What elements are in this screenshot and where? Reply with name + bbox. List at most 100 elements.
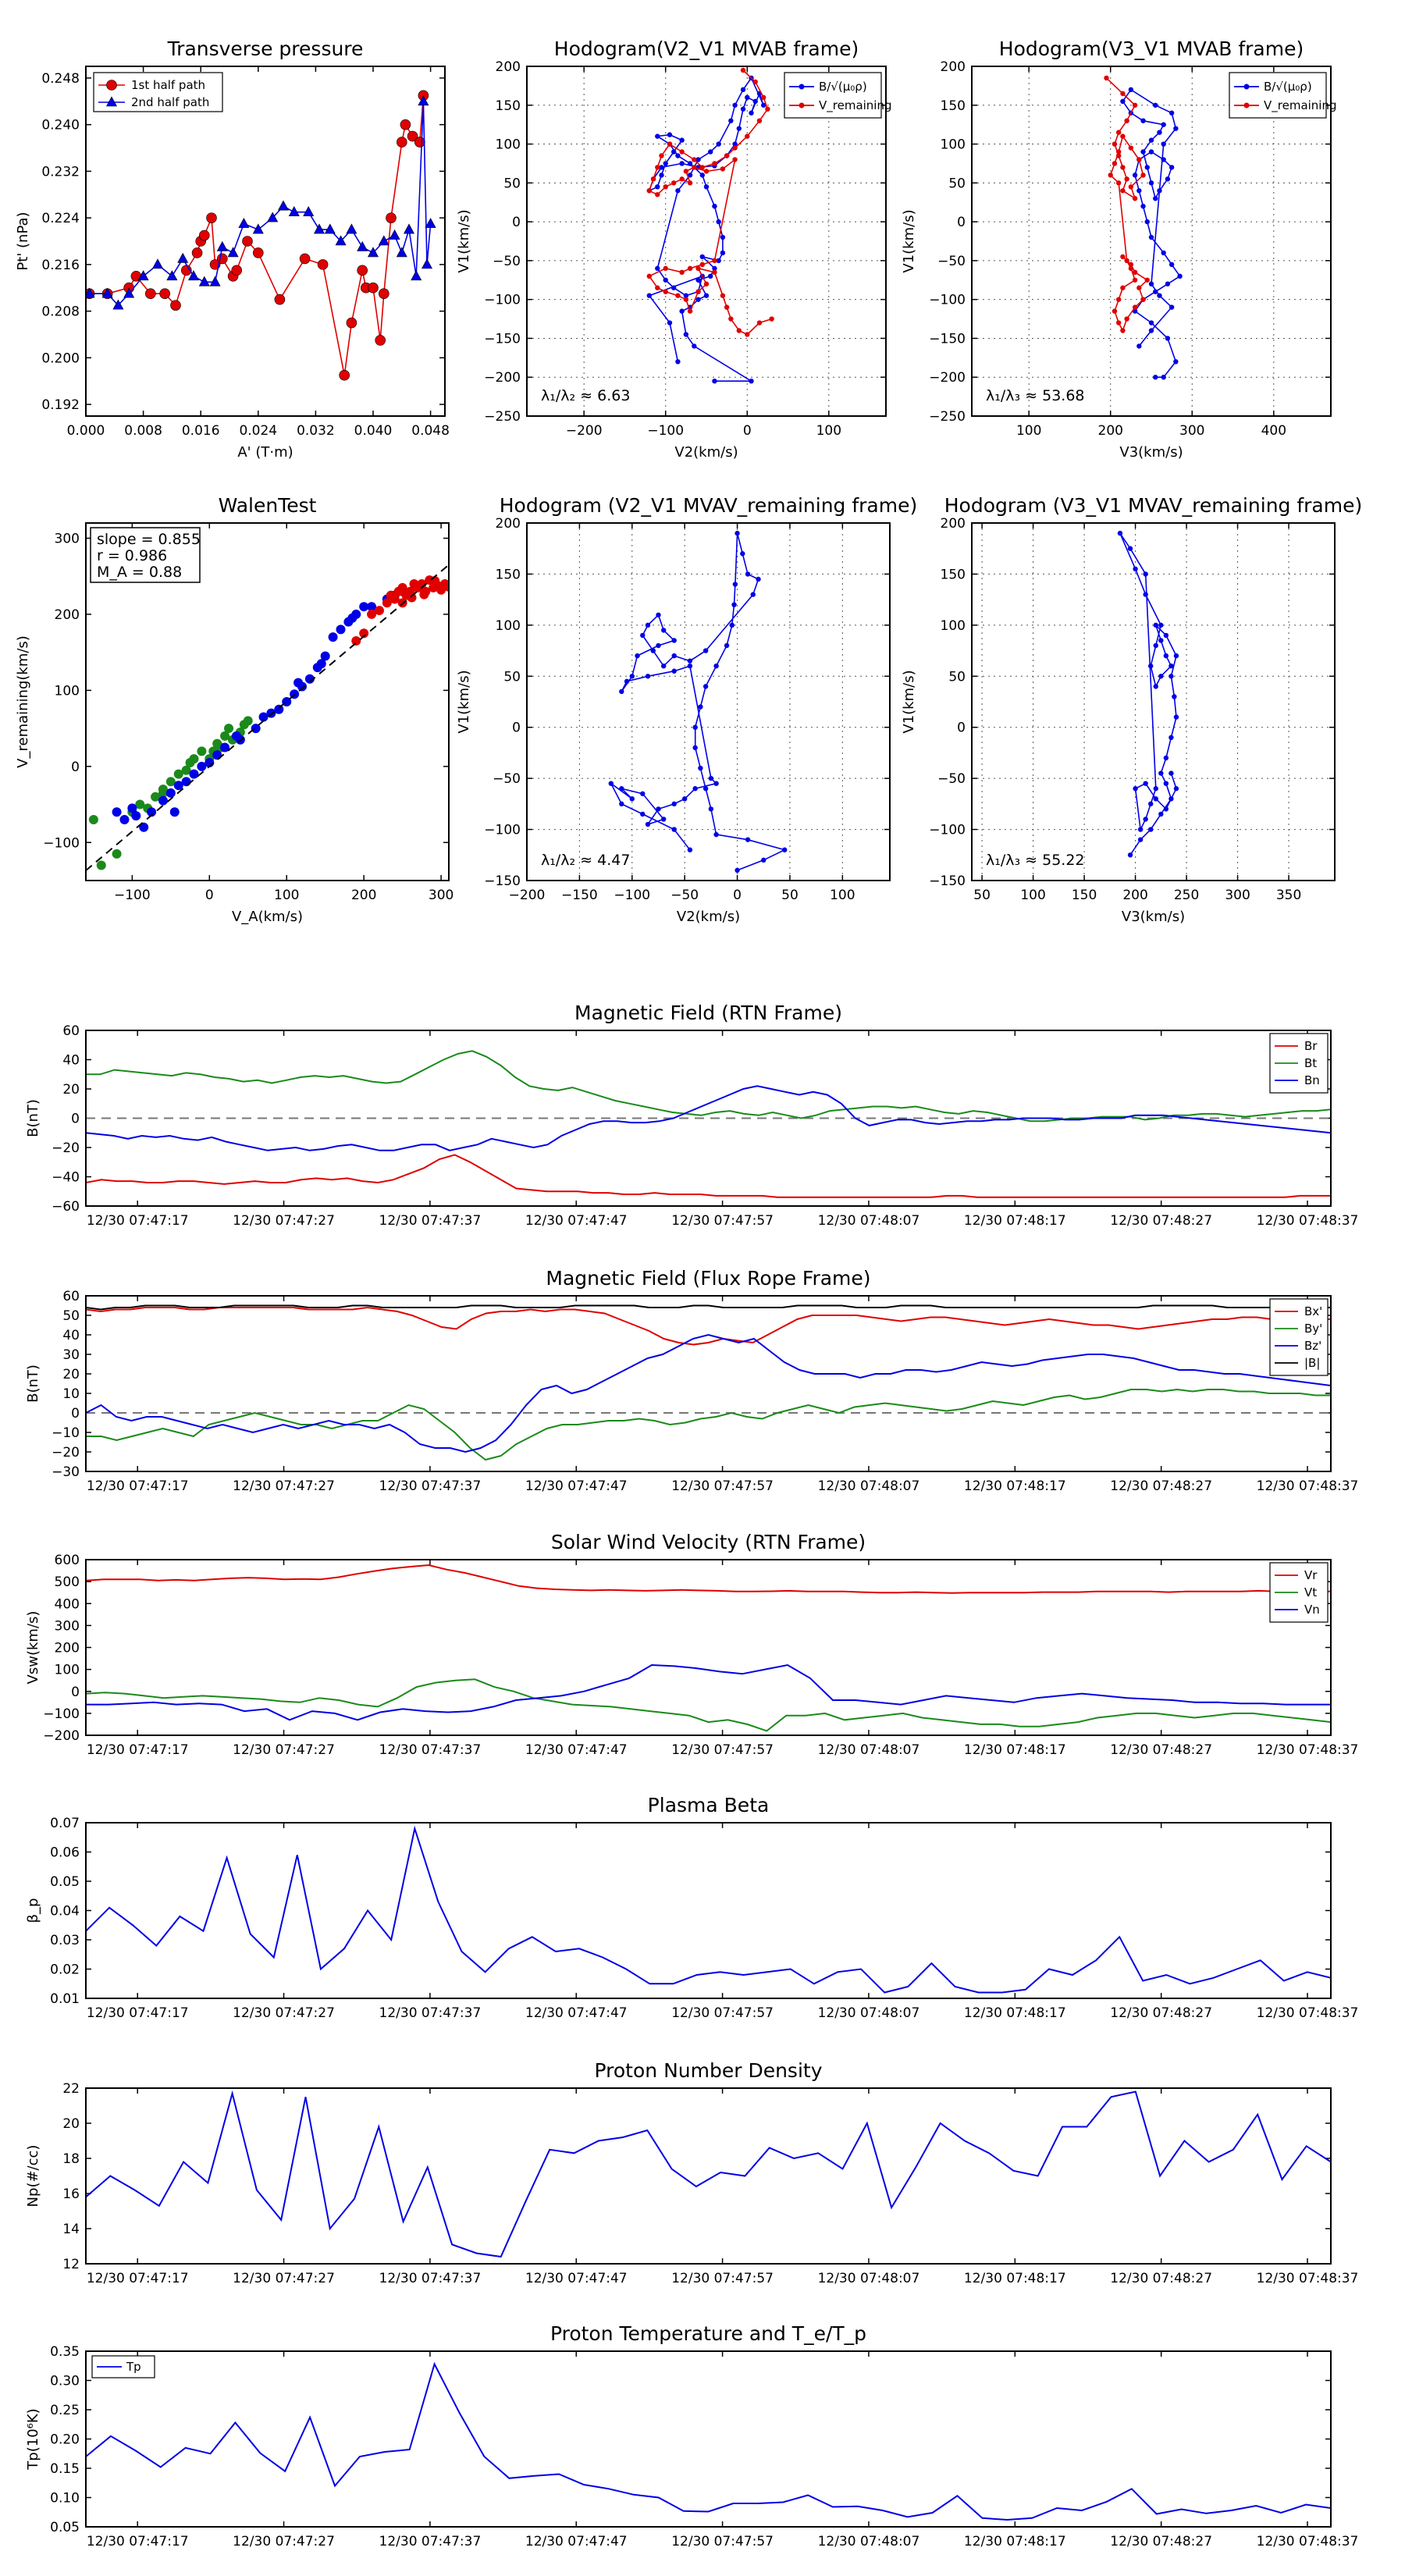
temp-xtick-label: 12/30 07:47:17 xyxy=(87,2534,189,2549)
beta-frame xyxy=(85,1822,1332,1999)
bfr-ytick-label: −30 xyxy=(52,1464,80,1480)
hodo3-point xyxy=(671,827,677,832)
bfr-ytick-label: −20 xyxy=(52,1445,80,1461)
pt-point xyxy=(242,236,253,247)
hodo2-point xyxy=(1161,250,1166,256)
hodo2-point xyxy=(1161,157,1166,162)
density-ytick-label: 14 xyxy=(62,2222,80,2237)
hodo4-point xyxy=(1168,770,1174,776)
hodo4-xtick-label: 200 xyxy=(1122,888,1147,903)
pt-point xyxy=(346,223,357,234)
bfr-legend-label: |B| xyxy=(1304,1356,1320,1370)
density-ylabel: Np(#/cc) xyxy=(25,2145,41,2208)
density-ytick-label: 18 xyxy=(62,2151,80,2167)
hodo4-point xyxy=(1148,664,1154,669)
hodo2-point xyxy=(1153,196,1158,201)
hodo1-point xyxy=(687,180,693,186)
hodo1-ytick-label: 200 xyxy=(496,59,521,75)
hodo1-point xyxy=(708,149,713,155)
hodo3-point xyxy=(692,745,698,751)
hodo1-point xyxy=(663,184,668,190)
hodo2-point xyxy=(1140,149,1146,155)
pt-point xyxy=(227,247,239,258)
walen-ylabel: V_remaining(km/s) xyxy=(15,635,31,768)
hodo2-point xyxy=(1140,118,1146,123)
hodo3-point xyxy=(645,821,651,827)
hodo3-annotation: λ₁/λ₂ ≈ 4.47 xyxy=(541,852,630,869)
hodo1-ytick-label: 150 xyxy=(496,98,521,114)
pt-point xyxy=(418,95,429,106)
walen-point xyxy=(367,602,377,612)
hodo3-ylabel: V1(km/s) xyxy=(456,670,472,733)
hodo1-xtick-label: 0 xyxy=(743,423,752,439)
hodo1-point xyxy=(749,110,754,116)
brtn-ylabel: B(nT) xyxy=(25,1099,41,1137)
hodo1-legend-marker xyxy=(799,84,805,90)
hodo2-ytick-label: 100 xyxy=(941,137,966,153)
hodo3-point xyxy=(702,684,709,689)
pt-point xyxy=(187,270,200,281)
hodo3-point xyxy=(713,781,719,786)
hodo1-point xyxy=(712,258,717,264)
hodo2-point xyxy=(1132,196,1138,201)
hodo2-point xyxy=(1165,336,1171,341)
pt-title: Transverse pressure xyxy=(167,37,364,60)
density-data xyxy=(86,2090,1331,2258)
hodo4-point xyxy=(1143,817,1148,822)
hodo3-point xyxy=(640,632,646,639)
hodo3-xtick-label: −150 xyxy=(561,888,598,903)
hodo1-ytick-label: −50 xyxy=(493,254,521,269)
hodo1-point xyxy=(655,192,660,197)
hodo1-point xyxy=(703,169,710,174)
hodo1-point xyxy=(745,94,750,101)
hodo3-point xyxy=(692,786,698,792)
walen-stat: r = 0.986 xyxy=(97,547,167,564)
density-ytick-label: 12 xyxy=(62,2257,80,2272)
hodo2-xtick-label: 100 xyxy=(1016,423,1041,439)
hodo3-point xyxy=(698,765,703,771)
hodo4-point xyxy=(1133,786,1138,792)
hodo3-point xyxy=(650,648,656,653)
density-xtick-label: 12/30 07:48:07 xyxy=(818,2271,920,2286)
hodo3-point xyxy=(708,775,714,781)
vsw-xtick-label: 12/30 07:47:47 xyxy=(525,1742,628,1758)
hodo3-xtick-label: 50 xyxy=(781,888,799,903)
brtn-xtick-label: 12/30 07:47:17 xyxy=(87,1213,189,1229)
brtn-ytick-label: −20 xyxy=(52,1140,80,1156)
hodo1-frame xyxy=(526,66,887,417)
hodo3-point xyxy=(735,867,740,873)
brtn-xtick-label: 12/30 07:47:27 xyxy=(233,1213,335,1229)
walen-ytick-label: 200 xyxy=(55,607,80,623)
hodo2-ytick-label: 50 xyxy=(948,176,966,191)
brtn-title: Magnetic Field (RTN Frame) xyxy=(574,1002,842,1024)
hodo2-point xyxy=(1153,289,1158,294)
pt-point xyxy=(346,317,357,329)
hodo2-point xyxy=(1168,110,1175,116)
hodo1-point xyxy=(740,67,746,73)
walen-xtick-label: 300 xyxy=(429,888,454,903)
hodo1-point xyxy=(720,293,726,298)
hodo2-point xyxy=(1157,293,1162,298)
beta-xtick-label: 12/30 07:47:17 xyxy=(87,2005,189,2021)
hodo3-point xyxy=(735,530,740,536)
hodo1-point xyxy=(646,293,653,298)
walen-ytick-label: 100 xyxy=(55,683,80,699)
hodo1-point xyxy=(728,316,734,322)
hodo1-point xyxy=(675,188,681,194)
hodo4-point xyxy=(1127,852,1133,858)
hodo2-legend-label: V_remaining xyxy=(1264,98,1337,113)
hodo2-xlabel: V3(km/s) xyxy=(1119,444,1183,461)
hodo2-point xyxy=(1128,145,1134,151)
hodo1-point xyxy=(655,285,660,290)
hodo3-point xyxy=(740,551,745,557)
pt-point xyxy=(313,223,325,234)
hodo1-point xyxy=(745,133,750,139)
brtn-ytick-label: −60 xyxy=(52,1199,80,1215)
bfr-xtick-label: 12/30 07:47:57 xyxy=(671,1478,774,1494)
hodo4-ytick-label: −150 xyxy=(929,873,966,889)
hodo3-xtick-label: 0 xyxy=(733,888,742,903)
beta-xtick-label: 12/30 07:47:27 xyxy=(233,2005,335,2021)
pt-legend-label: 1st half path xyxy=(131,78,205,92)
hodo3-point xyxy=(671,653,677,659)
